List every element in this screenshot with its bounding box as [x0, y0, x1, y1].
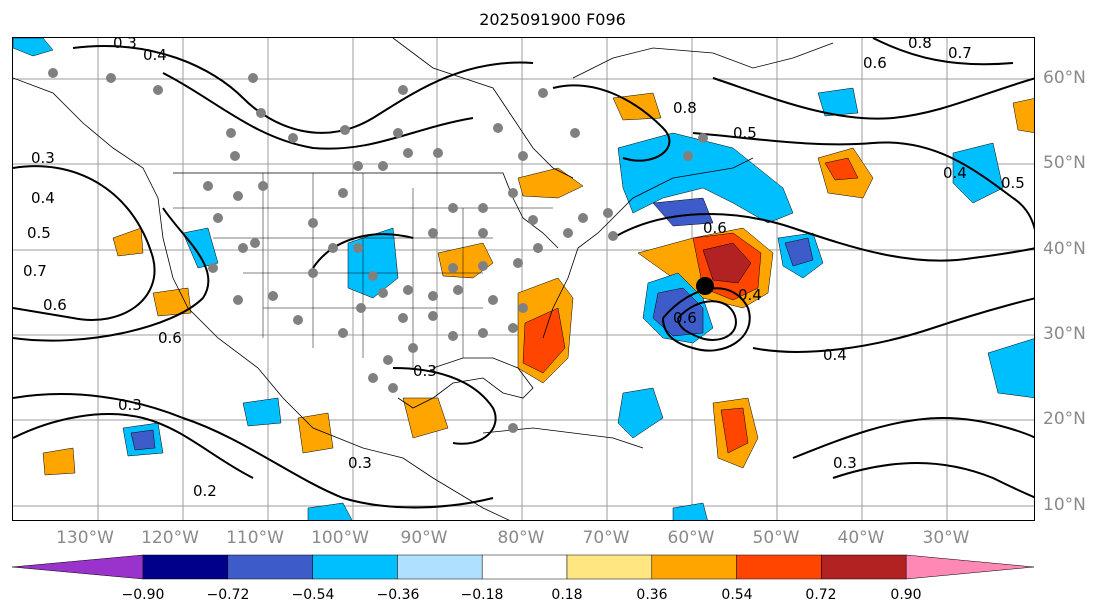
contour-label: 0.5: [27, 224, 51, 242]
colorbar-segment: [227, 554, 313, 580]
lon-label: 60°W: [667, 528, 715, 548]
colorbar-tick: 0.72: [805, 587, 837, 603]
contour-label: 0.7: [23, 262, 47, 280]
contour-label: 0.3: [113, 38, 137, 52]
colorbar-tick: 0.90: [890, 587, 922, 603]
colorbar-segment: [397, 554, 483, 580]
colorbar-tick: −0.18: [460, 587, 504, 603]
storm-center-marker: [696, 277, 714, 295]
contour-label: 0.8: [908, 38, 932, 52]
contour-label: 0.4: [143, 46, 167, 64]
lon-label: 90°W: [400, 528, 448, 548]
colorbar-tick: 0.18: [551, 587, 583, 603]
colorbar-segment: [312, 554, 398, 580]
colorbar-segment: [142, 554, 229, 580]
colorbar-segment: [905, 554, 1035, 580]
lon-label: 130°W: [56, 528, 114, 548]
map-title: 2025091900 F096: [479, 10, 626, 29]
contour-label: 0.8: [673, 99, 697, 117]
state-borders: [173, 173, 553, 368]
colorbar-segment: [481, 554, 568, 580]
contour-label: 0.6: [863, 54, 887, 72]
coastlines: [13, 38, 834, 520]
colorbar-segment: [11, 554, 144, 580]
colorbar-segment: [651, 554, 737, 580]
contour-label: 0.5: [1001, 174, 1025, 192]
lon-label: 70°W: [582, 528, 630, 548]
lat-label: 60°N: [1043, 68, 1086, 88]
station-dots: [48, 68, 708, 433]
contour-label: 0.4: [943, 164, 967, 182]
lat-label: 10°N: [1043, 495, 1086, 515]
colorbar-segment: [736, 554, 822, 580]
contour-label: 0.2: [193, 482, 217, 500]
lon-label: 50°W: [752, 528, 800, 548]
contour-label: 0.6: [703, 219, 727, 237]
contour-label: 0.3: [348, 454, 372, 472]
lat-label: 50°N: [1043, 153, 1086, 173]
contour-label: 0.4: [738, 286, 762, 304]
contour-label: 0.4: [31, 189, 55, 207]
colorbar-tick: 0.36: [636, 587, 668, 603]
contour-label: 0.3: [833, 454, 857, 472]
contour-label: 0.3: [118, 396, 142, 414]
contour-label: 0.6: [158, 329, 182, 347]
lon-label: 30°W: [922, 528, 970, 548]
graticule: [13, 38, 1034, 520]
colorbar-tick: −0.90: [121, 587, 165, 603]
colorbar-tick: 0.54: [721, 587, 753, 603]
lon-label: 110°W: [226, 528, 284, 548]
lon-label: 100°W: [311, 528, 369, 548]
contour-lines: [13, 38, 1034, 509]
map-canvas: 0.3 0.4 0.3 0.4 0.5 0.7 0.6 0.6 0.3 0.3 …: [13, 38, 1034, 520]
contour-label: 0.5: [733, 124, 757, 142]
colorbar-tick: −0.36: [376, 587, 420, 603]
lat-label: 30°N: [1043, 324, 1086, 344]
contour-label: 0.7: [948, 44, 972, 62]
contour-label: 0.3: [31, 149, 55, 167]
contour-label-group: 0.3 0.4 0.3 0.4 0.5 0.7 0.6 0.6 0.3 0.3 …: [23, 38, 1025, 500]
lon-label: 40°W: [837, 528, 885, 548]
colorbar-segment: [821, 554, 907, 580]
colorbar: [11, 554, 1035, 580]
contour-label: 0.4: [823, 346, 847, 364]
lon-label: 120°W: [141, 528, 199, 548]
colorbar-tick: −0.72: [206, 587, 250, 603]
map-panel: 0.3 0.4 0.3 0.4 0.5 0.7 0.6 0.6 0.3 0.3 …: [12, 37, 1035, 521]
contour-label: 0.6: [43, 296, 67, 314]
contour-label: 0.3: [413, 362, 437, 380]
lon-label: 80°W: [497, 528, 545, 548]
shaded-fields: [13, 38, 1034, 520]
lat-label: 40°N: [1043, 239, 1086, 259]
lat-label: 20°N: [1043, 409, 1086, 429]
colorbar-segment: [566, 554, 653, 580]
colorbar-tick: −0.54: [291, 587, 335, 603]
contour-label: 0.6: [673, 309, 697, 327]
